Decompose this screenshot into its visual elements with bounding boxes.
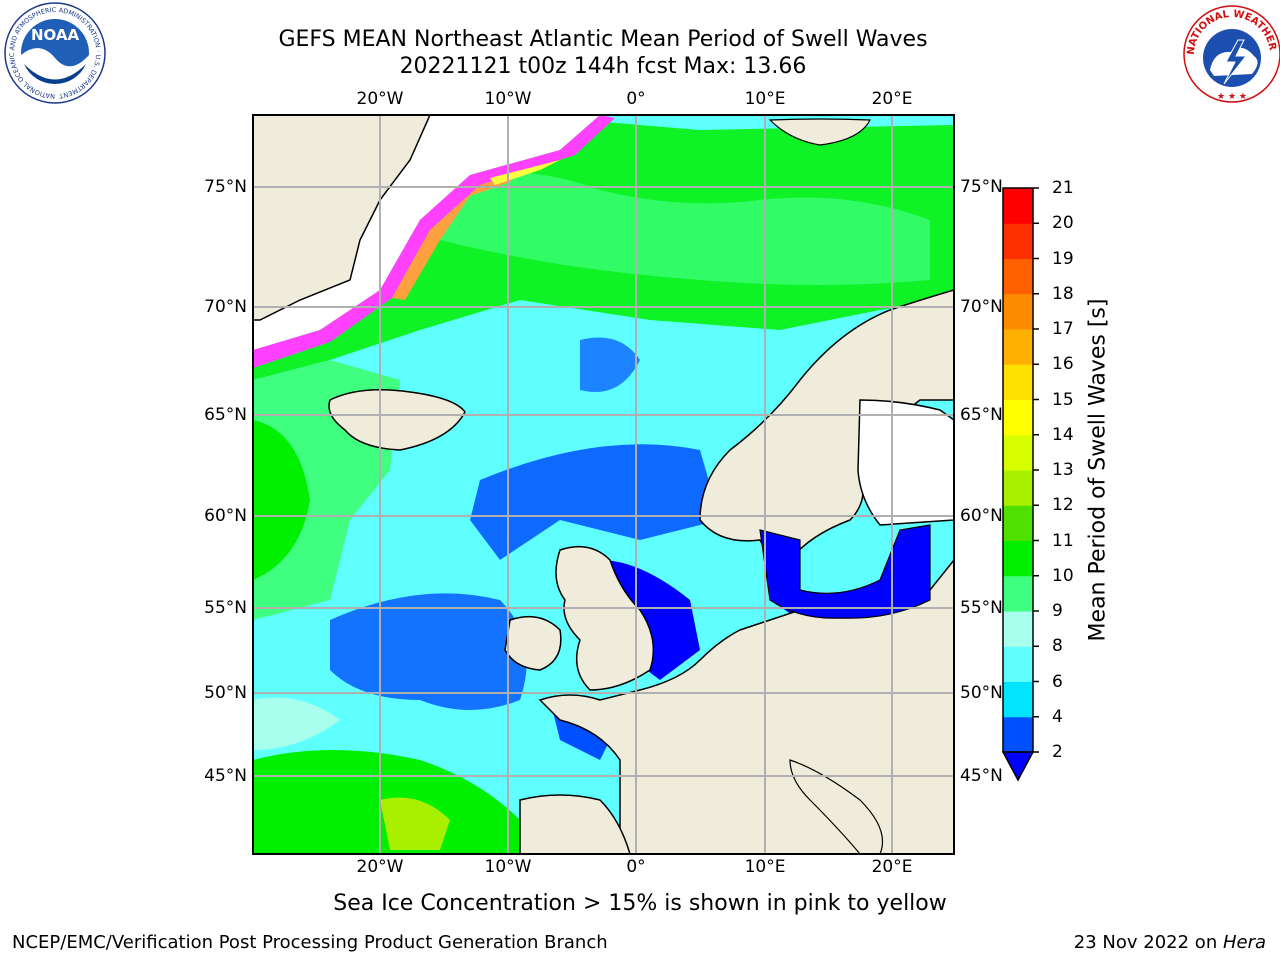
lat-label-right-65n: 65°N <box>960 405 1003 425</box>
colorbar-tick-label: 14 <box>1052 424 1074 445</box>
colorbar-segment <box>1003 188 1033 224</box>
lat-label-right-75n: 75°N <box>960 177 1003 197</box>
colorbar-tick-label: 2 <box>1052 742 1063 762</box>
colorbar-segment <box>1003 716 1033 753</box>
lon-label-top-10e: 10°E <box>744 89 786 109</box>
ireland-land <box>504 615 562 671</box>
chart-title: GEFS MEAN Northeast Atlantic Mean Period… <box>278 27 928 52</box>
colorbar-tick-label: 16 <box>1052 354 1074 375</box>
lat-label-right-55n: 55°N <box>960 598 1003 618</box>
colorbar-segment <box>1003 470 1033 506</box>
lon-label-top-0: 0° <box>626 89 646 109</box>
lon-label-bottom-10e: 10°E <box>744 857 786 877</box>
colorbar-tick-label: 4 <box>1052 706 1063 727</box>
colorbar-tick-label: 21 <box>1052 178 1074 198</box>
colorbar-tick-label: 13 <box>1052 460 1074 480</box>
lon-label-bottom-20w: 20°W <box>356 857 404 877</box>
colorbar-segment <box>1003 540 1033 577</box>
colorbar-tick-label: 15 <box>1052 389 1074 410</box>
swell-region-8-9s-southwest <box>253 697 340 750</box>
colorbar-segment <box>1003 434 1033 471</box>
colorbar-tick-label: 12 <box>1052 495 1074 516</box>
lat-label-right-60n: 60°N <box>960 506 1003 526</box>
lat-label-left-60n: 60°N <box>204 506 247 526</box>
lat-label-right-45n: 45°N <box>960 766 1003 786</box>
colorbar-tick-label: 8 <box>1052 636 1063 657</box>
swell-region-2-4s-north-sea-approach <box>470 444 720 560</box>
svalbard-land <box>768 118 871 146</box>
colorbar-segment <box>1003 223 1033 259</box>
lon-label-top-20w: 20°W <box>356 89 404 109</box>
swell-region-12s-southwest <box>380 797 450 850</box>
colorbar-tick-label: 6 <box>1052 671 1063 692</box>
swell-region-9-10s-north <box>440 172 930 285</box>
sea-ice-edge-pink <box>253 115 615 368</box>
colorbar-tick-label: 10 <box>1052 565 1074 586</box>
colorbar-under-arrow <box>1001 751 1035 782</box>
noaa-logo: NATIONAL OCEANIC AND ATMOSPHERIC ADMINIS… <box>0 0 106 104</box>
map-frame <box>252 114 955 855</box>
colorbar-segment <box>1003 258 1033 295</box>
colorbar-segment <box>1003 329 1033 365</box>
lat-label-left-50n: 50°N <box>204 683 247 703</box>
lon-label-bottom-10w: 10°W <box>484 857 532 877</box>
greenland-land <box>253 115 431 321</box>
colorbar-tick-label: 11 <box>1052 530 1074 551</box>
lon-label-bottom-0: 0° <box>626 857 646 877</box>
sea-ice-caption: Sea Ice Concentration > 15% is shown in … <box>333 891 947 916</box>
colorbar-tick-label: 9 <box>1052 601 1063 621</box>
iberia-land <box>519 794 631 854</box>
colorbar-segment <box>1003 293 1033 330</box>
iceland-land <box>328 389 466 451</box>
colorbar-segment <box>1003 399 1033 436</box>
swell-region-2-4s-norwegian-sea <box>580 337 640 392</box>
colorbar-segment <box>1003 681 1033 718</box>
colorbar-tick-label: 18 <box>1052 283 1074 304</box>
colorbar-segment <box>1003 364 1033 400</box>
colorbar <box>1001 187 1039 782</box>
colorbar-tick-label: 19 <box>1052 248 1074 269</box>
lat-label-right-50n: 50°N <box>960 683 1003 703</box>
colorbar-label: Mean Period of Swell Waves [s] <box>1085 298 1111 642</box>
lat-label-left-70n: 70°N <box>204 297 247 317</box>
colorbar-segment <box>1003 505 1033 541</box>
sea-ice-edge-orange <box>392 172 520 300</box>
lon-label-bottom-20e: 20°E <box>871 857 913 877</box>
colorbar-segment <box>1003 575 1033 612</box>
footer-date-text: 23 Nov 2022 on <box>1073 932 1223 953</box>
lat-label-left-65n: 65°N <box>204 405 247 425</box>
footer-credit: NCEP/EMC/Verification Post Processing Pr… <box>12 932 608 953</box>
scandinavia-no-data <box>857 399 954 526</box>
svg-text:★ ★ ★: ★ ★ ★ <box>1217 92 1247 102</box>
colorbar-segment <box>1003 611 1033 647</box>
swell-region-10-11s-west <box>253 420 310 580</box>
lat-label-left-45n: 45°N <box>204 766 247 786</box>
lat-label-left-75n: 75°N <box>204 177 247 197</box>
colorbar-segment <box>1003 646 1033 682</box>
lon-label-top-10w: 10°W <box>484 89 532 109</box>
lat-label-left-55n: 55°N <box>204 598 247 618</box>
great-britain-land <box>555 545 655 691</box>
colorbar-tick-label: 20 <box>1052 213 1074 234</box>
chart-subtitle: 20221121 t00z 144h fcst Max: 13.66 <box>399 54 807 79</box>
nws-logo: NATIONAL WEATHER SERVICE ★ ★ ★ <box>1180 0 1280 103</box>
footer-date: 23 Nov 2022 on Hera <box>1074 932 1266 953</box>
colorbar-tick-label: 17 <box>1052 319 1074 339</box>
map-gridlines <box>253 115 954 854</box>
footer-host: Hera <box>1222 932 1266 953</box>
lon-label-top-20e: 20°E <box>871 89 913 109</box>
svg-text:NOAA: NOAA <box>31 26 80 44</box>
lat-label-right-70n: 70°N <box>960 297 1003 317</box>
